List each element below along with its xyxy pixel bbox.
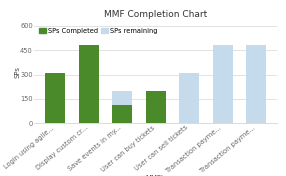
Title: MMF Completion Chart: MMF Completion Chart	[104, 10, 208, 19]
Bar	[112, 105, 132, 123]
Bar	[79, 45, 99, 123]
Legend: SPs Completed, SPs remaining: SPs Completed, SPs remaining	[38, 27, 159, 35]
Bar	[79, 45, 99, 123]
Bar	[45, 73, 65, 123]
Bar	[146, 91, 166, 123]
X-axis label: MMF's: MMF's	[145, 175, 167, 176]
Bar	[112, 91, 132, 123]
Y-axis label: SPs: SPs	[14, 66, 20, 78]
Bar	[246, 45, 266, 123]
Bar	[146, 91, 166, 123]
Bar	[45, 73, 65, 123]
Bar	[179, 73, 199, 123]
Bar	[213, 45, 233, 123]
